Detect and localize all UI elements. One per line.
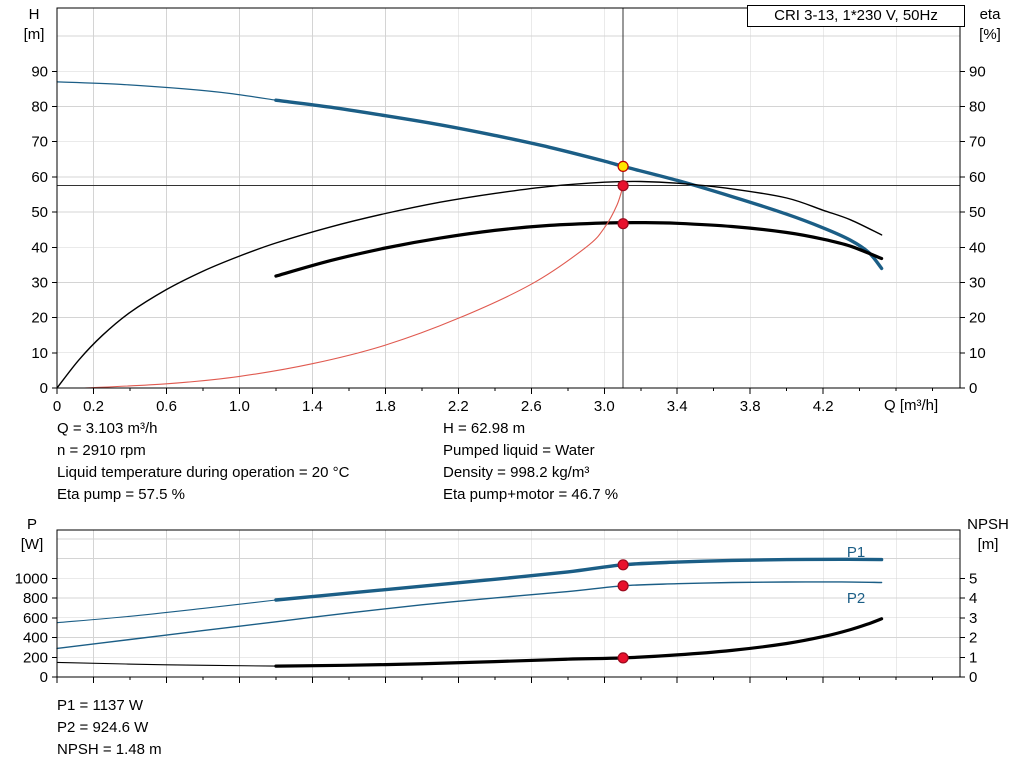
y-right-tick-label: 20 [969,310,986,327]
eta-axis-symbol: eta [979,6,1001,23]
x-tick-label: 0.6 [156,398,177,415]
x-tick-label: 1.8 [375,398,396,415]
eta-pump-motor-text: Eta pump+motor = 46.7 % [443,486,619,503]
y-left-tick-label: 20 [31,310,48,327]
x-tick-label: 3.0 [594,398,615,415]
y-right-tick-label: 90 [969,63,986,80]
x-tick-label: 3.4 [667,398,688,415]
system-curve [83,185,624,389]
duty-info-left: Q = 3.103 m³/h n = 2910 rpm Liquid tempe… [57,418,349,506]
y-left-tick-label: 60 [31,169,48,186]
x-tick-label: 2.6 [521,398,542,415]
y-right-tick-label: 5 [969,570,977,587]
y-right-tick-label: 80 [969,99,986,116]
y-left-tick-label: 50 [31,204,48,221]
pumped-liquid-text: Pumped liquid = Water [443,442,595,459]
y-right-tick-label: 4 [969,590,977,607]
x-tick-label: 1.0 [229,398,250,415]
y-left-tick-label: 80 [31,99,48,116]
p2-marker [617,580,629,592]
liquid-temperature-text: Liquid temperature during operation = 20… [57,464,350,481]
flow-text: Q = 3.103 m³/h [57,420,158,437]
y-right-tick-label: 1 [969,649,977,666]
y-left-tick-label: 400 [23,630,48,647]
y-right-tick-label: 40 [969,239,986,256]
eta-axis-label: eta [%] [966,5,1014,45]
npsh-axis-symbol: NPSH [967,516,1009,533]
x-tick-label: 0 [53,398,61,415]
y-left-tick-label: 600 [23,610,48,627]
duty-info-right: H = 62.98 m Pumped liquid = Water Densit… [443,418,618,506]
y-right-tick-label: 60 [969,169,986,186]
head-axis-label: H [m] [12,5,56,45]
npsh-text: NPSH = 1.48 m [57,741,162,758]
curve-label-p1: P1 [847,544,865,561]
p2-text: P2 = 924.6 W [57,719,149,736]
npsh-curve [274,617,884,668]
y-right-tick-label: 0 [969,669,977,686]
head-text: H = 62.98 m [443,420,526,437]
y-left-tick-label: 800 [23,590,48,607]
x-tick-label: 4.2 [813,398,834,415]
y-left-tick-label: 0 [40,380,48,397]
npsh-marker [617,652,629,664]
power-axis-unit: [W] [20,536,44,553]
y-right-tick-label: 70 [969,134,986,151]
y-left-tick-label: 1000 [15,570,48,587]
curve-label-p2: P2 [847,590,865,607]
power-axis-label: P [W] [10,515,54,555]
plot-frame [56,7,961,389]
head-axis-symbol: H [28,6,40,23]
p2-curve [56,581,883,650]
eta-pump-text: Eta pump = 57.5 % [57,486,185,503]
p1-curve-lead [56,599,277,624]
x-tick-label: 1.4 [302,398,323,415]
x-tick-label: 3.8 [740,398,761,415]
y-right-tick-label: 0 [969,380,977,397]
speed-text: n = 2910 rpm [57,442,146,459]
head-axis-unit: [m] [23,26,45,43]
p1-text: P1 = 1137 W [57,697,144,714]
head-curve-lead [56,81,277,101]
eta-pump-curve [56,180,883,389]
duty-point-marker [617,160,629,172]
plot-frame [56,529,961,678]
npsh-axis-label: NPSH [m] [956,515,1020,555]
npsh-axis-unit: [m] [977,536,999,553]
y-left-tick-label: 90 [31,63,48,80]
p1-curve [274,557,884,602]
y-right-tick-label: 10 [969,345,986,362]
eta-pump-marker [617,180,629,192]
power-info: P1 = 1137 W P2 = 924.6 W NPSH = 1.48 m [57,695,162,761]
npsh-curve-lead [56,661,277,667]
power-axis-symbol: P [26,516,37,533]
y-left-tick-label: 30 [31,274,48,291]
y-left-tick-label: 200 [23,649,48,666]
y-right-tick-label: 50 [969,204,986,221]
y-left-tick-label: 10 [31,345,48,362]
y-right-tick-label: 3 [969,610,977,627]
pump-model-box: CRI 3-13, 1*230 V, 50Hz [747,5,965,27]
eta-axis-unit: [%] [979,26,1001,43]
y-left-tick-label: 0 [40,669,48,686]
density-text: Density = 998.2 kg/m³ [443,464,590,481]
y-right-tick-label: 30 [969,274,986,291]
eta-pump-motor-curve [274,220,884,278]
p1-marker [617,559,629,571]
eta-pump-motor-marker [617,218,629,230]
x-tick-label: 0.2 [83,398,104,415]
y-right-tick-label: 2 [969,630,977,647]
x-tick-label: 2.2 [448,398,469,415]
flow-axis-label: Q [m³/h] [884,397,939,414]
y-left-tick-label: 70 [31,134,48,151]
y-left-tick-label: 40 [31,239,48,256]
